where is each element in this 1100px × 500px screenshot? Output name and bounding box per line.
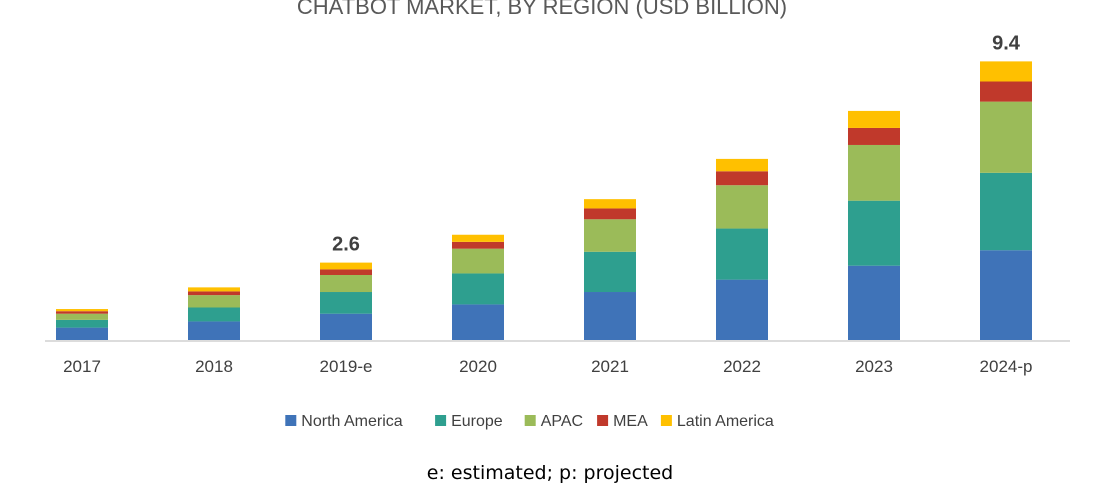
chart: CHATBOT MARKET, BY REGION (USD BILLION) … [45,0,1070,430]
x-tick-label: 2023 [855,357,893,376]
bar-2018-mea [188,291,240,296]
bar-2023-apac [848,144,900,201]
legend-label: MEA [613,413,648,430]
x-tick-label: 2021 [591,357,629,376]
legend: North America Europe APAC MEA Latin America [285,413,774,430]
bar-2023-north-america [848,265,900,340]
legend-swatch-latin-america [660,415,672,426]
bar-2020-apac [452,248,504,274]
bar-2019-e-latin-america [320,262,372,270]
bar-2024-p-europe [980,172,1032,251]
bar-2021-mea [584,208,636,220]
bar-2022-apac [716,185,768,229]
bar-2022-latin-america [716,158,768,172]
legend-label: Europe [451,413,503,430]
legend-swatch-north-america [285,415,297,426]
bars [56,61,1032,340]
data-labels: 2.6 9.4 [332,32,1021,255]
bar-2021-latin-america [584,199,636,209]
bar-2024-p-north-america [980,250,1032,340]
bar-2017-europe [56,319,108,328]
legend-swatch-europe [435,415,447,426]
x-tick-label: 2018 [195,357,233,376]
bar-2017-north-america [56,327,108,340]
data-label: 2.6 [332,234,360,256]
bar-2021-apac [584,219,636,252]
bar-2021-north-america [584,292,636,340]
legend-label: North America [301,413,402,430]
bar-2020-europe [452,273,504,305]
bar-2022-europe [716,228,768,280]
bar-2018-europe [188,307,240,322]
bar-2023-latin-america [848,110,900,128]
footnote: e: estimated; p: projected [426,462,674,484]
legend-label: APAC [541,413,583,430]
bar-2019-e-mea [320,269,372,275]
x-tick-label: 2019-e [320,357,373,376]
chart-title: CHATBOT MARKET, BY REGION (USD BILLION) [297,0,787,19]
legend-label: Latin America [677,413,774,430]
bar-2020-mea [452,241,504,249]
bar-2020-latin-america [452,234,504,242]
x-tick-label: 2017 [63,357,101,376]
x-tick-label: 2022 [723,357,761,376]
bar-2023-mea [848,127,900,145]
bar-2024-p-mea [980,81,1032,102]
bar-2018-latin-america [188,287,240,292]
bar-2017-mea [56,311,108,314]
bar-2018-north-america [188,321,240,340]
bar-2017-latin-america [56,309,108,312]
bar-2019-e-europe [320,292,372,314]
bar-2018-apac [188,295,240,308]
bar-2021-europe [584,251,636,293]
bar-2022-north-america [716,279,768,340]
bar-2020-north-america [452,304,504,340]
bar-2019-e-north-america [320,313,372,340]
x-tick-label: 2020 [459,357,497,376]
bar-2024-p-apac [980,101,1032,173]
bar-2024-p-latin-america [980,61,1032,82]
bar-2017-apac [56,313,108,320]
bar-2023-europe [848,200,900,266]
x-tick-label: 2024-p [980,357,1033,376]
x-tick-labels: 2017 2018 2019-e 2020 2021 2022 2023 2024-p [63,357,1032,376]
bar-2019-e-apac [320,274,372,293]
legend-swatch-apac [524,415,536,426]
bar-2022-mea [716,171,768,186]
legend-swatch-mea [597,415,609,426]
data-label: 9.4 [992,32,1021,54]
